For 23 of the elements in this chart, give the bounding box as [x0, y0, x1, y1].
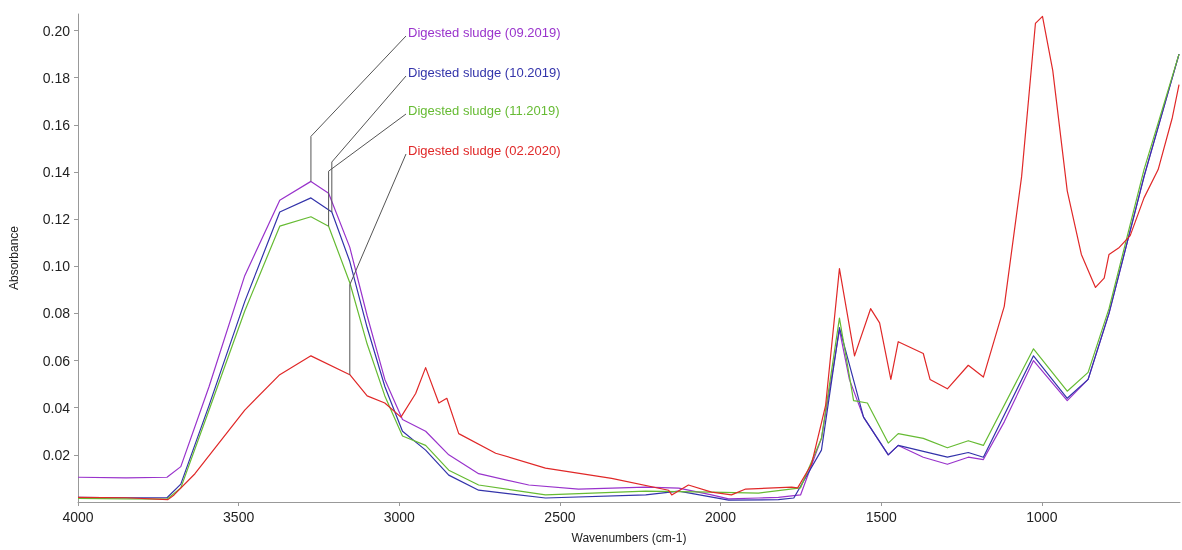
y-tick-label: 0.20	[42, 22, 71, 39]
y-axis-title: Absorbance	[7, 225, 21, 291]
text: Digested sludge (09.2019)	[408, 24, 561, 40]
x-axis-title: Wavenumbers (cm-1)	[571, 531, 687, 545]
y-tick-label: 0.06	[42, 352, 71, 369]
x-tick-label: 3500	[223, 509, 255, 525]
x-tick-label: 3000	[383, 509, 416, 525]
y-tick-label: 0.16	[42, 116, 71, 133]
y-tick-label: 0.02	[42, 446, 71, 463]
text: Digested sludge (10.2019)	[408, 64, 561, 80]
x-tick-label: 4000	[62, 509, 94, 525]
text: Digested sludge (11.2019)	[408, 102, 560, 118]
y-tick-label: 0.08	[42, 305, 71, 322]
y-tick-label: 0.04	[42, 399, 71, 416]
y-tick-label: 0.12	[42, 211, 71, 228]
y-tick-label: 0.18	[42, 69, 71, 86]
x-tick-label: 2000	[704, 509, 737, 525]
y-tick-label: 0.10	[42, 258, 71, 275]
x-tick-label: 1000	[1026, 509, 1058, 525]
x-tick-label: 2500	[544, 509, 576, 525]
x-tick-label: 1500	[865, 509, 897, 525]
y-tick-label: 0.14	[42, 163, 71, 180]
text: Digested sludge (02.2020)	[408, 142, 561, 158]
